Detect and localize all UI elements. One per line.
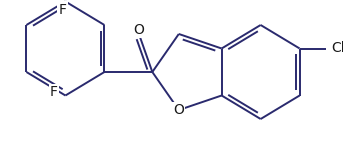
- Text: O: O: [173, 103, 184, 117]
- Text: F: F: [50, 85, 58, 100]
- Text: F: F: [59, 3, 67, 16]
- Text: O: O: [133, 23, 144, 37]
- Text: Cl: Cl: [331, 42, 343, 56]
